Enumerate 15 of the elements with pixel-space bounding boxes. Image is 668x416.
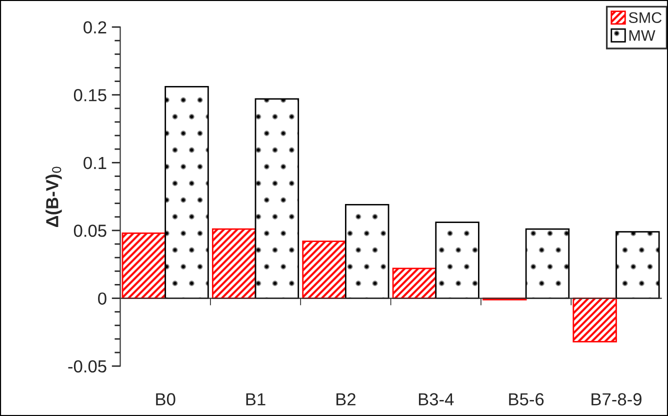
legend-label: SMC [628, 12, 662, 24]
y-tick-label: 0 [98, 292, 106, 305]
y-axis-title: Δ(B-V)$_{0}$ [46, 166, 62, 228]
x-tick-label: B3-4 [418, 393, 454, 406]
x-tick-label: B0 [156, 393, 176, 406]
y-tick-label: 0.05 [74, 224, 106, 237]
x-tick-label: B7-8-9 [592, 393, 642, 406]
y-tick-label: 0.15 [74, 89, 106, 102]
y-tick-label: -0.05 [68, 360, 106, 373]
x-tick-label: B1 [246, 393, 266, 406]
x-tick-label: B2 [336, 393, 356, 406]
legend-label: MW [629, 30, 656, 41]
x-tick-label: B5-6 [509, 393, 544, 406]
y-tick-label: 0.2 [84, 21, 106, 34]
y-tick-label: 0.1 [84, 156, 106, 170]
